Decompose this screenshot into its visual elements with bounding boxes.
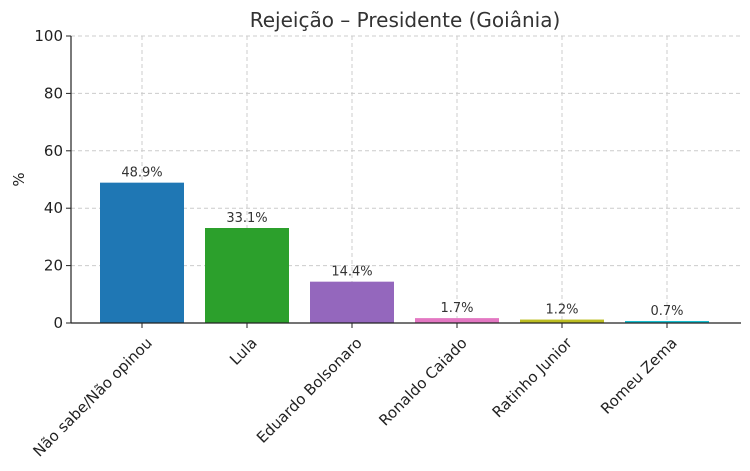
chart-title: Rejeição – Presidente (Goiânia) [250, 8, 561, 32]
bar [205, 228, 289, 323]
y-tick-label: 80 [44, 84, 63, 102]
bar [625, 320, 709, 323]
x-tick-label: Ronaldo Caiado [375, 334, 470, 429]
bar [100, 182, 184, 323]
bar [415, 318, 499, 323]
y-tick-label: 100 [34, 27, 63, 45]
bar [310, 281, 394, 323]
bar-data-label: 0.7% [650, 304, 683, 319]
y-tick-label: 60 [44, 142, 63, 160]
y-axis-label: % [10, 172, 28, 186]
bars [100, 182, 709, 323]
x-tick-label: Eduardo Bolsonaro [253, 334, 366, 447]
axes [66, 35, 741, 328]
x-tick-label: Não sabe/Não opinou [29, 334, 155, 460]
x-tick-label: Lula [226, 334, 261, 369]
bar-data-label: 14.4% [331, 265, 372, 280]
y-tick-label: 40 [44, 199, 63, 217]
bar [520, 319, 604, 323]
bar-data-label: 48.9% [121, 166, 162, 181]
bar-data-label: 1.7% [440, 301, 473, 316]
x-tick-label: Romeu Zema [597, 334, 681, 418]
x-tick-label: Ratinho Junior [489, 333, 577, 421]
y-tick-label: 0 [53, 314, 63, 332]
y-tick-label: 20 [44, 257, 63, 275]
bar-data-label: 33.1% [226, 211, 267, 226]
bar-data-label: 1.2% [545, 303, 578, 318]
